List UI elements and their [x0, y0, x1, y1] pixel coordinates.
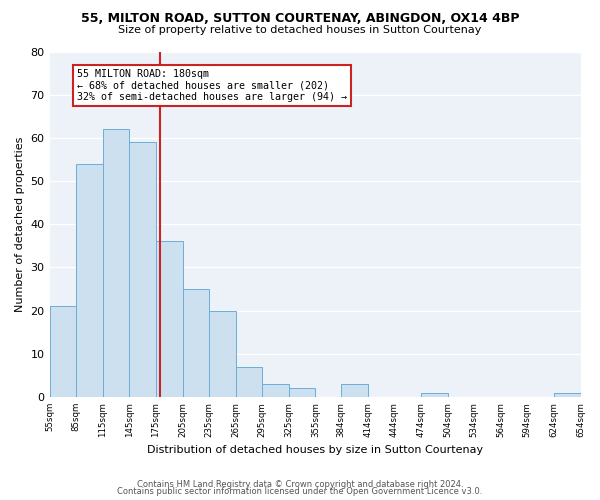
Bar	[421, 392, 448, 397]
Text: 55, MILTON ROAD, SUTTON COURTENAY, ABINGDON, OX14 4BP: 55, MILTON ROAD, SUTTON COURTENAY, ABING…	[81, 12, 519, 26]
Bar	[50, 306, 76, 397]
Bar	[182, 289, 209, 397]
X-axis label: Distribution of detached houses by size in Sutton Courtenay: Distribution of detached houses by size …	[147, 445, 483, 455]
Text: 55 MILTON ROAD: 180sqm
← 68% of detached houses are smaller (202)
32% of semi-de: 55 MILTON ROAD: 180sqm ← 68% of detached…	[77, 69, 347, 102]
Bar	[289, 388, 316, 397]
Bar	[103, 129, 130, 397]
Bar	[262, 384, 289, 397]
Text: Size of property relative to detached houses in Sutton Courtenay: Size of property relative to detached ho…	[118, 25, 482, 35]
Text: Contains public sector information licensed under the Open Government Licence v3: Contains public sector information licen…	[118, 487, 482, 496]
Bar	[554, 392, 581, 397]
Bar	[341, 384, 368, 397]
Bar	[130, 142, 156, 397]
Bar	[236, 366, 262, 397]
Bar	[76, 164, 103, 397]
Bar	[156, 242, 182, 397]
Y-axis label: Number of detached properties: Number of detached properties	[15, 136, 25, 312]
Text: Contains HM Land Registry data © Crown copyright and database right 2024.: Contains HM Land Registry data © Crown c…	[137, 480, 463, 489]
Bar	[209, 310, 236, 397]
